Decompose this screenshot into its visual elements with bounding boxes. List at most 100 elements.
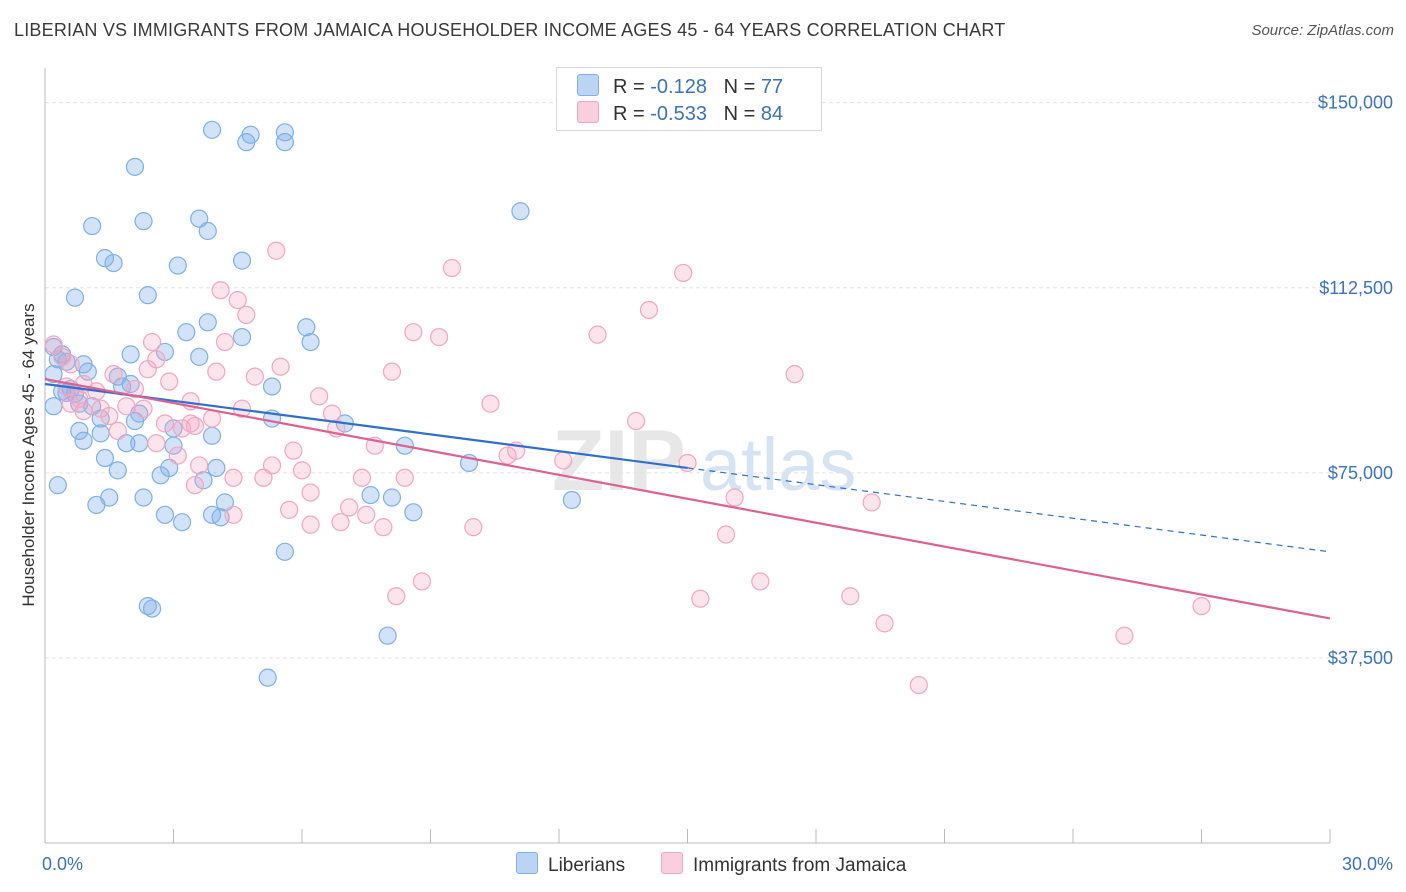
jamaica-point (301, 483, 320, 502)
jamaica-point (284, 441, 303, 460)
jamaica-point (481, 394, 500, 413)
liberian-point (130, 434, 149, 453)
jamaica-point (588, 325, 607, 344)
jamaica-point (74, 402, 93, 421)
jamaica-point (237, 305, 256, 325)
liberian-point (258, 668, 277, 687)
jamaica-point (382, 362, 402, 381)
liberian-point (117, 434, 136, 453)
jamaica-point (181, 414, 200, 433)
liberian-point (198, 221, 217, 241)
jamaica-point (395, 468, 414, 487)
jamaica-point (134, 399, 153, 418)
bottom-legend-label-liberians: Liberians (548, 855, 626, 876)
liberian-point (160, 458, 179, 478)
liberian-point (382, 488, 402, 507)
liberian-point (91, 424, 110, 443)
jamaica-point (374, 518, 393, 537)
jamaica-point (155, 414, 175, 433)
jamaica-point (245, 367, 264, 386)
jamaica-point (785, 365, 804, 384)
jamaica-point (340, 498, 359, 517)
jamaica-points (44, 241, 1211, 695)
legend-r-label: R = (613, 76, 645, 98)
liberian-point (142, 599, 162, 618)
liberian-point (202, 120, 222, 139)
liberian-point (172, 513, 192, 532)
liberian-point (125, 157, 145, 176)
jamaica-point (310, 387, 329, 406)
jamaica-point (185, 476, 205, 495)
legend-swatch-liberians (577, 74, 599, 96)
jamaica-point (875, 614, 894, 633)
jamaica-point (262, 456, 282, 475)
jamaica-point (224, 468, 243, 487)
jamaica-point (202, 409, 222, 428)
jamaica-point (387, 587, 406, 606)
jamaica-point (44, 335, 63, 354)
jamaica-point (301, 515, 320, 534)
liberian-point (44, 365, 63, 384)
jamaica-point (224, 505, 243, 524)
legend-row-liberians: R = -0.128 N = 77 (577, 74, 783, 100)
bottom-legend-jamaica: Immigrants from Jamaica (661, 852, 906, 877)
liberian-point (83, 216, 102, 236)
liberian-point (100, 488, 119, 507)
jamaica-point (357, 505, 376, 524)
jamaica-point (117, 397, 136, 416)
jamaica-point (142, 332, 162, 352)
jamaica-point (691, 589, 710, 608)
liberian-point (48, 476, 67, 495)
x-tick-label-min: 0.0% (42, 854, 83, 874)
liberian-point (215, 493, 234, 512)
trend-lines (44, 377, 1331, 620)
gridlines (45, 102, 1338, 659)
legend-r-value: -0.128 (650, 76, 707, 98)
bottom-legend-label-jamaica: Immigrants from Jamaica (693, 855, 907, 876)
liberian-point (207, 458, 226, 478)
jamaica-point (442, 258, 462, 278)
jamaica-point (215, 332, 234, 352)
jamaica-point (271, 357, 290, 376)
bottom-legend-liberians: Liberians (516, 852, 625, 877)
jamaica-point (674, 263, 693, 283)
watermark-zip: ZIP (552, 413, 686, 509)
liberian-point (190, 209, 209, 228)
legend-r-value: -0.533 (650, 103, 707, 125)
jamaica-point (147, 434, 166, 453)
liberian-point (104, 253, 123, 273)
jamaica-point (160, 372, 179, 391)
jamaica-point (404, 323, 423, 342)
liberian-point (511, 202, 530, 221)
legend-n-label: N = (723, 103, 756, 125)
jamaica-point (108, 421, 127, 440)
liberian-point (198, 313, 217, 332)
jamaica-point (1192, 596, 1211, 616)
liberian-point (275, 123, 294, 142)
jamaica-point (1115, 626, 1134, 645)
jamaica-point (678, 453, 697, 473)
legend-r-label: R = (613, 103, 645, 125)
liberian-point (108, 461, 127, 480)
jamaica-point (168, 446, 187, 465)
jamaica-point (429, 328, 449, 347)
y-tick-label: $37,500 (1328, 648, 1393, 668)
legend-row-jamaica: R = -0.533 N = 84 (577, 101, 783, 127)
jamaica-point (211, 281, 230, 300)
x-tick-label-max: 30.0% (1342, 854, 1393, 874)
jamaica-point (498, 446, 517, 465)
jamaica-point (104, 365, 123, 384)
y-tick-labels: $37,500 $75,000 $112,500 $150,000 (1318, 93, 1393, 668)
liberian-point (155, 505, 175, 524)
jamaica-point (909, 675, 928, 695)
liberian-point (168, 256, 187, 275)
liberian-point (134, 212, 153, 231)
liberian-point (44, 397, 63, 416)
liberian-point (404, 503, 423, 522)
jamaica-point (554, 451, 573, 470)
liberian-point (95, 249, 115, 268)
liberian-point (65, 288, 85, 307)
jamaica-point (61, 355, 80, 374)
liberian-point (202, 426, 222, 445)
